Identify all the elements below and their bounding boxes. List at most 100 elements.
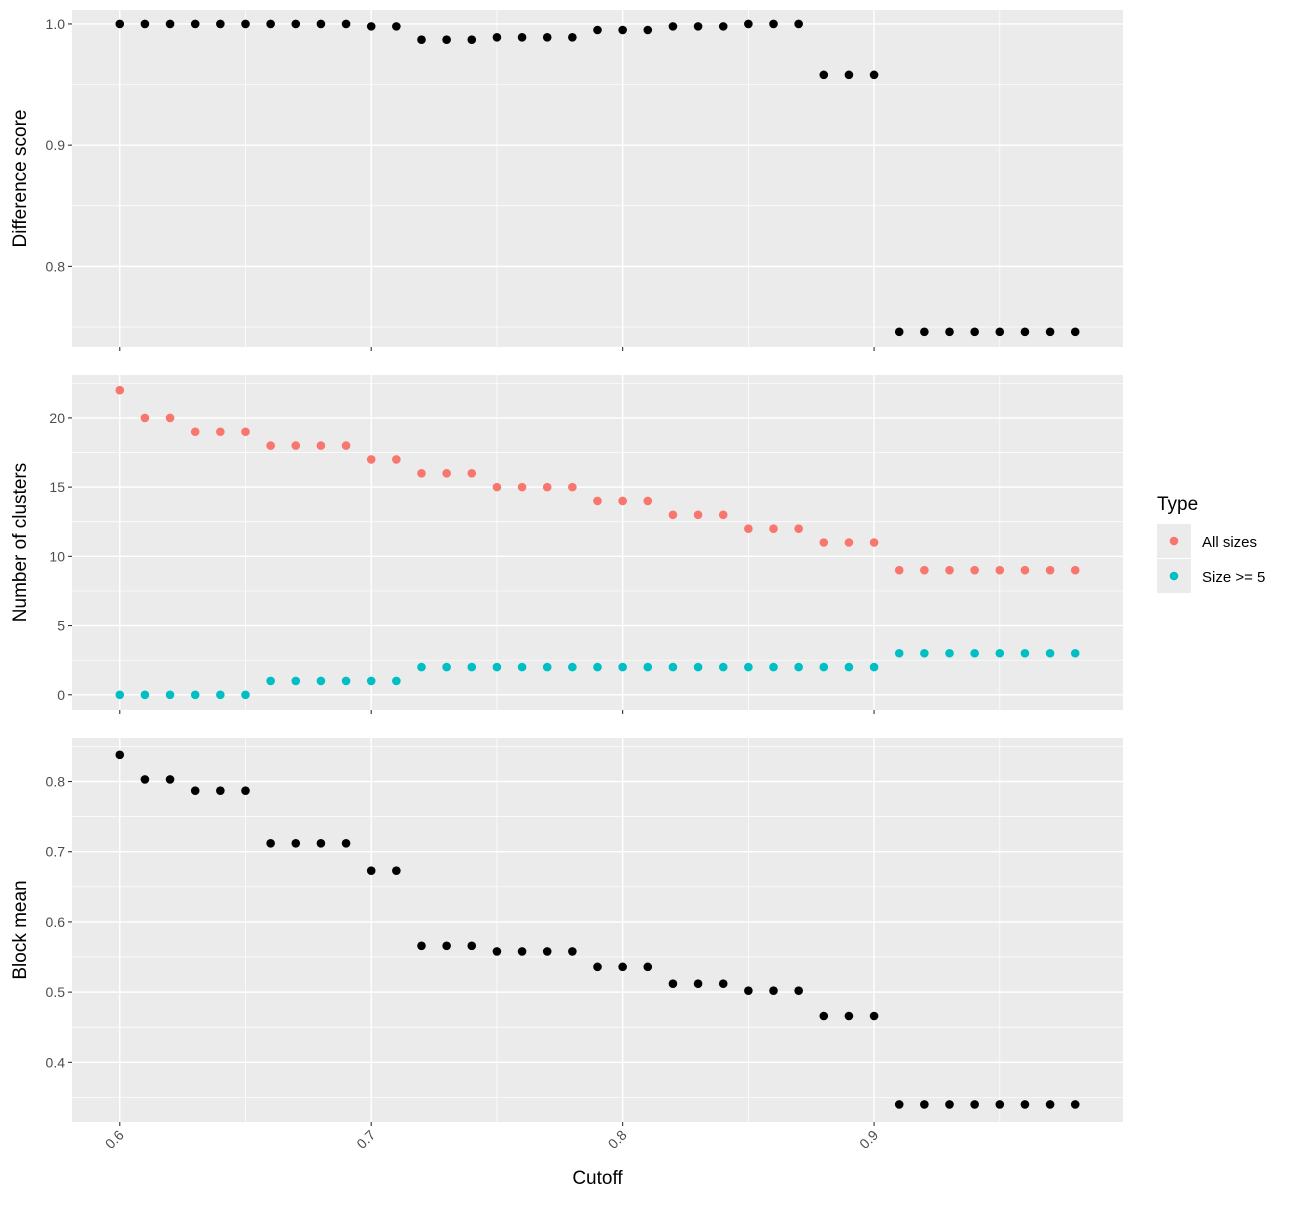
data-point xyxy=(894,565,904,575)
y-tick-label: 5 xyxy=(57,618,65,634)
data-point xyxy=(945,648,954,658)
data-point xyxy=(1045,327,1055,337)
data-point xyxy=(241,690,250,700)
data-point xyxy=(970,648,979,658)
data-point xyxy=(140,19,150,29)
panel-background xyxy=(72,375,1123,710)
y-tick-label: 0.5 xyxy=(46,984,66,1000)
data-point xyxy=(115,690,125,700)
data-point xyxy=(920,565,929,575)
data-point xyxy=(568,947,577,956)
data-point xyxy=(643,662,653,672)
data-point xyxy=(165,413,175,423)
data-point xyxy=(467,941,477,951)
data-point xyxy=(744,524,753,533)
data-point xyxy=(492,482,502,492)
data-point xyxy=(894,1100,904,1109)
data-point xyxy=(216,19,225,29)
y-tick-label: 0.9 xyxy=(46,137,66,153)
data-point xyxy=(467,35,477,44)
data-point xyxy=(920,648,929,658)
data-point xyxy=(216,690,225,700)
data-point xyxy=(618,662,627,672)
data-point xyxy=(718,662,728,672)
data-point xyxy=(190,427,200,437)
data-point xyxy=(568,482,577,492)
data-point xyxy=(492,947,502,956)
data-point xyxy=(366,455,376,464)
data-point xyxy=(995,565,1005,575)
data-point xyxy=(618,25,627,35)
data-point xyxy=(241,427,250,437)
y-tick-label: 0 xyxy=(57,687,65,703)
data-point xyxy=(341,839,351,848)
data-point xyxy=(165,775,175,784)
data-point xyxy=(744,662,753,672)
data-point xyxy=(869,538,879,547)
data-point xyxy=(517,947,527,956)
data-point xyxy=(216,427,225,437)
data-point xyxy=(417,662,426,672)
data-point xyxy=(467,662,477,672)
data-point xyxy=(593,25,602,35)
data-point xyxy=(341,676,351,686)
data-point xyxy=(819,538,829,547)
y-axis-title: Number of clusters xyxy=(10,463,31,622)
data-point xyxy=(970,1100,979,1109)
data-point xyxy=(869,70,879,80)
legend-label: Size >= 5 xyxy=(1202,569,1265,586)
data-point xyxy=(442,468,451,478)
data-point xyxy=(869,662,879,672)
data-point xyxy=(819,1011,829,1021)
y-tick-label: 0.8 xyxy=(46,258,66,274)
data-point xyxy=(392,676,401,686)
data-point xyxy=(542,662,552,672)
data-point xyxy=(769,19,778,29)
legend-title: Type xyxy=(1157,494,1198,515)
data-point xyxy=(995,1100,1005,1109)
data-point xyxy=(693,22,703,31)
series-all-sizes xyxy=(115,385,1080,575)
legend-key-point xyxy=(1169,536,1179,546)
data-point xyxy=(216,786,225,795)
panel-background xyxy=(72,10,1123,347)
data-point xyxy=(316,676,326,686)
data-point xyxy=(291,839,301,848)
data-point xyxy=(1020,565,1030,575)
data-point xyxy=(568,32,577,42)
data-point xyxy=(794,524,803,533)
y-tick-label: 0.6 xyxy=(46,914,66,930)
x-tick-label: 0.7 xyxy=(353,1127,378,1152)
data-point xyxy=(668,510,678,520)
data-point xyxy=(266,441,275,450)
data-point xyxy=(1020,327,1030,337)
data-point xyxy=(844,1011,854,1021)
x-axis-title: Cutoff xyxy=(572,1168,623,1189)
data-point xyxy=(291,441,301,450)
data-point xyxy=(643,496,653,506)
data-point xyxy=(945,1100,954,1109)
data-point xyxy=(819,662,829,672)
data-point xyxy=(266,676,275,686)
data-point xyxy=(542,32,552,42)
data-point xyxy=(794,986,803,996)
data-point xyxy=(115,750,125,760)
panel-2: 0 5 10 15 20 Number of clusters xyxy=(10,375,1123,714)
data-point xyxy=(593,962,602,972)
data-point xyxy=(794,19,803,29)
data-point xyxy=(693,979,703,989)
data-point xyxy=(568,662,577,672)
data-point xyxy=(241,786,250,795)
data-point xyxy=(165,690,175,700)
series-size-5 xyxy=(115,648,1080,700)
data-point xyxy=(894,648,904,658)
data-point xyxy=(542,947,552,956)
data-point xyxy=(442,662,451,672)
data-point xyxy=(920,1100,929,1109)
data-point xyxy=(467,468,477,478)
data-point xyxy=(1020,648,1030,658)
data-point xyxy=(718,979,728,989)
data-point xyxy=(1070,327,1080,337)
